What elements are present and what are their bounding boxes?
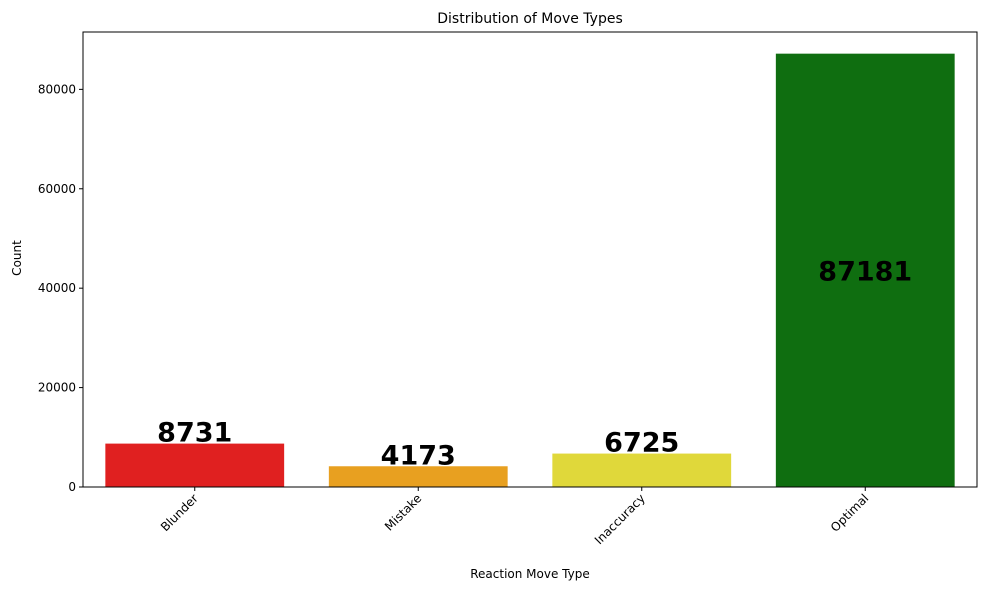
bar-inaccuracy bbox=[552, 453, 732, 487]
x-tick-label-mistake: Mistake bbox=[382, 491, 424, 533]
y-tick-label: 40000 bbox=[38, 281, 76, 295]
y-tick-label: 80000 bbox=[38, 82, 76, 96]
x-axis-label: Reaction Move Type bbox=[470, 567, 590, 581]
y-tick-label: 60000 bbox=[38, 182, 76, 196]
y-tick-label: 0 bbox=[68, 480, 76, 494]
bars-layer bbox=[105, 53, 955, 487]
plot-frame bbox=[82, 31, 978, 488]
x-tick-label-optimal: Optimal bbox=[828, 491, 871, 534]
value-label-blunder: 8731 bbox=[157, 418, 232, 449]
y-tick-label: 20000 bbox=[38, 381, 76, 395]
x-axis: Blunder Mistake Inaccuracy Optimal bbox=[158, 487, 871, 547]
x-tick-label-blunder: Blunder bbox=[158, 491, 201, 534]
bar-blunder bbox=[105, 443, 285, 487]
x-tick-label-inaccuracy: Inaccuracy bbox=[592, 491, 648, 547]
bar-mistake bbox=[328, 466, 508, 487]
y-axis: 0 20000 40000 60000 80000 bbox=[38, 82, 83, 494]
y-axis-label: Count bbox=[10, 240, 24, 276]
value-labels-layer: 8731 4173 6725 87181 bbox=[157, 256, 912, 471]
bar-optimal bbox=[775, 53, 955, 487]
value-label-mistake: 4173 bbox=[381, 440, 456, 471]
chart-title: Distribution of Move Types bbox=[437, 11, 623, 27]
value-label-optimal: 87181 bbox=[818, 256, 912, 287]
value-label-inaccuracy: 6725 bbox=[604, 428, 679, 459]
